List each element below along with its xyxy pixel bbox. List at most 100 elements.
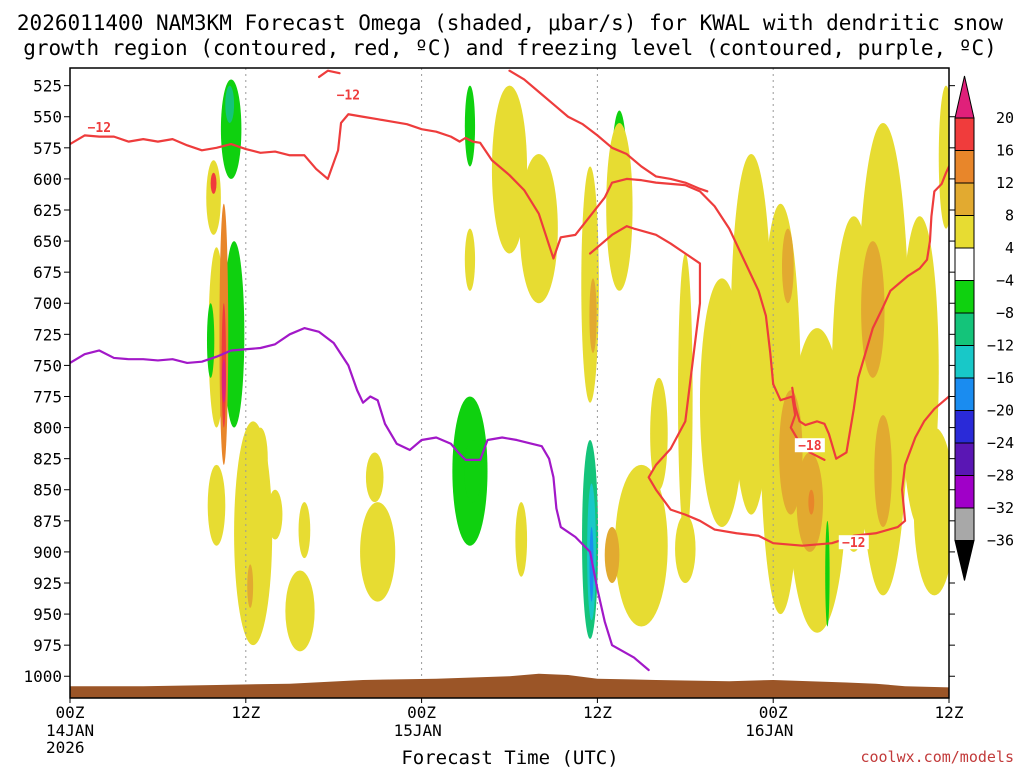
omega-region [225, 85, 235, 123]
colorbar-tick-label: 12 [996, 174, 1014, 192]
contour-label: −12 [842, 536, 865, 551]
watermark: coolwx.com/models [860, 748, 1014, 766]
contour-label-background [333, 87, 364, 102]
omega-region [221, 359, 226, 403]
omega-region [779, 390, 803, 515]
omega-region [781, 228, 794, 304]
y-tick-label: 875 [33, 512, 62, 531]
dendritic-contour [317, 69, 341, 79]
contour-labels: −12 −12 −18 −12 [84, 87, 869, 551]
omega-region [519, 154, 558, 304]
colorbar-band [954, 475, 975, 509]
y-tick-label: 725 [33, 325, 62, 344]
colorbar-tick-label: −28 [987, 467, 1014, 485]
omega-region [677, 253, 693, 540]
omega-region [206, 160, 221, 235]
colorbar-band [954, 507, 975, 541]
contour-label-background [84, 119, 115, 134]
colorbar-band [954, 312, 975, 346]
colorbar-band [954, 410, 975, 444]
colorbar-tick-label: −24 [987, 434, 1014, 452]
x-tick-label: 12Z [231, 703, 260, 722]
x-tick-label: 12Z [935, 703, 964, 722]
omega-region [913, 427, 949, 596]
x-date-label: 15JAN [394, 721, 442, 740]
colorbar-tick-label: −12 [987, 337, 1014, 355]
x-tick-label: 00Z [759, 703, 788, 722]
y-tick-label: 975 [33, 636, 62, 655]
omega-region [650, 377, 668, 490]
colorbar-tick-label: −16 [987, 369, 1014, 387]
y-tick-label: 800 [33, 419, 62, 438]
colorbar-tick-label: −20 [987, 402, 1014, 420]
contour-label: −18 [798, 439, 822, 454]
freezing-level-contour [70, 327, 650, 672]
dendritic-contour [508, 69, 709, 193]
colorbar-band [954, 280, 975, 314]
omega-region [606, 122, 633, 291]
omega-region [515, 502, 528, 577]
y-tick-label: 950 [33, 605, 62, 624]
chart-title-line-1: 2026011400 NAM3KM Forecast Omega (shaded… [17, 11, 1004, 35]
contour-lines [70, 69, 949, 672]
plot-frame [69, 67, 950, 699]
colorbar-band [954, 377, 975, 411]
y-tick-label: 525 [33, 77, 62, 96]
omega-region [589, 278, 597, 353]
x-axis-title: Forecast Time (UTC) [401, 747, 618, 768]
omega-region [298, 502, 311, 559]
colorbar-bottom-arrow [954, 540, 975, 581]
colorbar-tick-label: 20 [996, 109, 1014, 127]
terrain-fill [70, 673, 949, 698]
y-tick-label: 825 [33, 450, 62, 469]
omega-region [464, 440, 482, 503]
colorbar-tick-label: 4 [1005, 239, 1014, 257]
omega-region [360, 502, 396, 602]
colorbar-band [954, 150, 975, 184]
contour-label-background [838, 535, 869, 550]
x-date-label: 14JAN [46, 721, 94, 740]
omega-region [365, 452, 384, 503]
y-tick-label: 1000 [23, 667, 62, 686]
y-tick-label: 750 [33, 356, 62, 375]
colorbar-top-arrow [954, 75, 975, 119]
omega-region [856, 122, 910, 596]
colorbar-band [954, 182, 975, 216]
colorbar-tick-label: 8 [1005, 207, 1014, 225]
dendritic-contour [70, 113, 775, 386]
omega-region [874, 415, 892, 528]
colorbar-band [954, 345, 975, 379]
omega-region [614, 464, 668, 627]
colorbar-tick-label: −8 [996, 304, 1014, 322]
contour-label: −12 [88, 121, 111, 136]
y-tick-label: 925 [33, 574, 62, 593]
x-tick-label: 00Z [56, 703, 85, 722]
omega-region [210, 172, 217, 194]
y-tick-label: 900 [33, 543, 62, 562]
colorbar-tick-label: −32 [987, 499, 1014, 517]
omega-region [581, 166, 599, 403]
omega-region [267, 489, 283, 540]
chart-title-line-2: growth region (contoured, red, ºC) and f… [23, 36, 997, 60]
omega-region [464, 228, 476, 291]
omega-region [207, 464, 226, 546]
x-date-label: 16JAN [745, 721, 793, 740]
omega-region [604, 527, 620, 583]
omega-region [675, 514, 696, 583]
omega-region [247, 564, 254, 608]
colorbar-band [954, 117, 975, 151]
omega-shading [206, 79, 949, 652]
omega-region [285, 570, 315, 652]
dendritic-contour [588, 225, 949, 547]
omega-region [808, 489, 815, 515]
y-tick-label: 550 [33, 108, 62, 127]
y-tick-label: 700 [33, 294, 62, 313]
x-tick-label: 12Z [583, 703, 612, 722]
omega-region [491, 85, 528, 254]
colorbar-tick-label: −36 [987, 532, 1014, 550]
colorbar-tick-label: 16 [996, 142, 1014, 160]
y-tick-label: 650 [33, 232, 62, 251]
colorbar-band [954, 442, 975, 476]
